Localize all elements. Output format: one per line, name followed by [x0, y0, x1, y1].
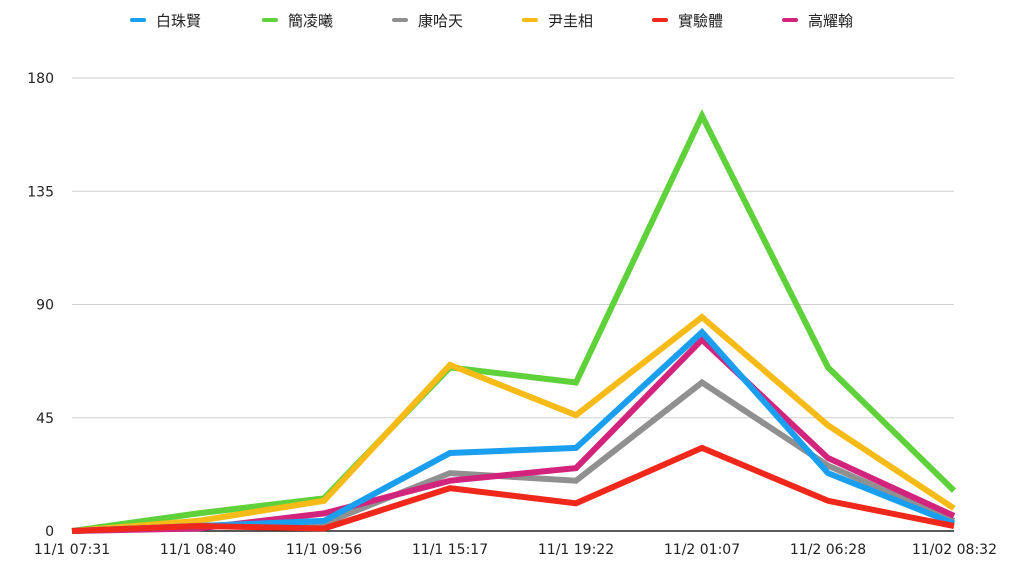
y-tick-label: 135 — [27, 184, 54, 200]
x-tick-label: 11/2 01:07 — [664, 542, 740, 558]
legend-label: 實驗體 — [678, 12, 723, 30]
gridlines — [72, 77, 954, 419]
legend-label: 尹圭相 — [548, 12, 593, 30]
y-tick-label: 90 — [36, 298, 54, 314]
x-tick-label: 11/2 06:28 — [790, 542, 866, 558]
series-line-2 — [71, 108, 957, 534]
series-line-3 — [71, 378, 956, 534]
legend-label: 白珠賢 — [156, 12, 201, 30]
x-tick-label: 11/1 19:22 — [538, 542, 614, 558]
y-tick-label: 0 — [45, 524, 54, 540]
legend-label: 康哈天 — [418, 12, 463, 30]
legend: 白珠賢 簡凌曦 康哈天 尹圭相 實驗體 高耀翰 — [130, 12, 853, 30]
x-tick-label: 11/1 08:40 — [160, 542, 236, 558]
legend-swatch — [262, 18, 278, 22]
series-line-6 — [71, 335, 956, 534]
legend-swatch — [130, 18, 146, 22]
x-tick-label: 11/02 08:32 — [912, 542, 997, 558]
legend-label: 簡凌曦 — [288, 12, 333, 30]
y-tick-label: 45 — [36, 411, 54, 427]
legend-swatch — [652, 18, 668, 22]
series-line-4 — [71, 313, 956, 534]
x-tick-label: 11/1 07:31 — [34, 542, 110, 558]
legend-swatch — [782, 18, 798, 22]
legend-swatch — [522, 18, 538, 22]
axes: 0 45 90 135 180 11/1 07:31 11/1 08:40 11/1 09:5… — [27, 71, 997, 558]
x-tick-label: 11/1 09:56 — [286, 542, 362, 558]
series-line-5 — [71, 444, 955, 534]
series-lines — [71, 108, 957, 534]
y-tick-label: 180 — [27, 71, 54, 87]
legend-label: 高耀翰 — [808, 12, 853, 30]
x-tick-label: 11/1 15:17 — [412, 542, 488, 558]
legend-swatch — [392, 18, 408, 22]
